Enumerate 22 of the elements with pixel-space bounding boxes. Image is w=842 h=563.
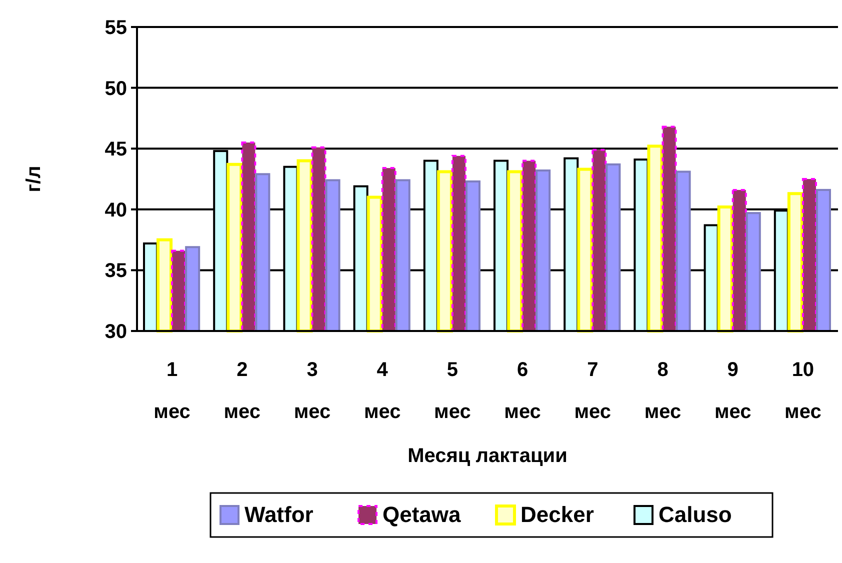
y-tick-label: 40 xyxy=(104,199,127,222)
y-axis-title: г/л xyxy=(23,166,45,192)
y-tick-label: 45 xyxy=(104,138,127,161)
x-tick-label: 7 мес xyxy=(574,359,612,423)
legend-label: Caluso xyxy=(658,502,732,527)
y-tick-label: 55 xyxy=(104,17,127,39)
x-tick-label: 8 мес xyxy=(644,359,682,423)
legend-label: Watfor xyxy=(244,502,314,527)
x-tick-label: 3 мес xyxy=(294,359,331,423)
x-tick-label: 2 мес xyxy=(224,359,261,423)
x-tick-label: 10 мес xyxy=(784,359,822,423)
x-tick-label: 6 мес xyxy=(504,359,541,423)
x-tick-label: 9 мес xyxy=(714,359,752,423)
x-tick-label: 5 мес xyxy=(434,359,471,423)
y-tick-label: 30 xyxy=(104,321,127,343)
x-axis-title: Месяц лактации xyxy=(408,445,568,467)
x-tick-label: 4 мес xyxy=(364,359,401,423)
legend-label: Qetawa xyxy=(382,502,462,527)
y-tick-label: 35 xyxy=(104,260,127,282)
x-tick-label: 1 мес xyxy=(154,359,190,423)
legend-label: Decker xyxy=(520,502,594,527)
y-tick-label: 50 xyxy=(104,78,127,100)
